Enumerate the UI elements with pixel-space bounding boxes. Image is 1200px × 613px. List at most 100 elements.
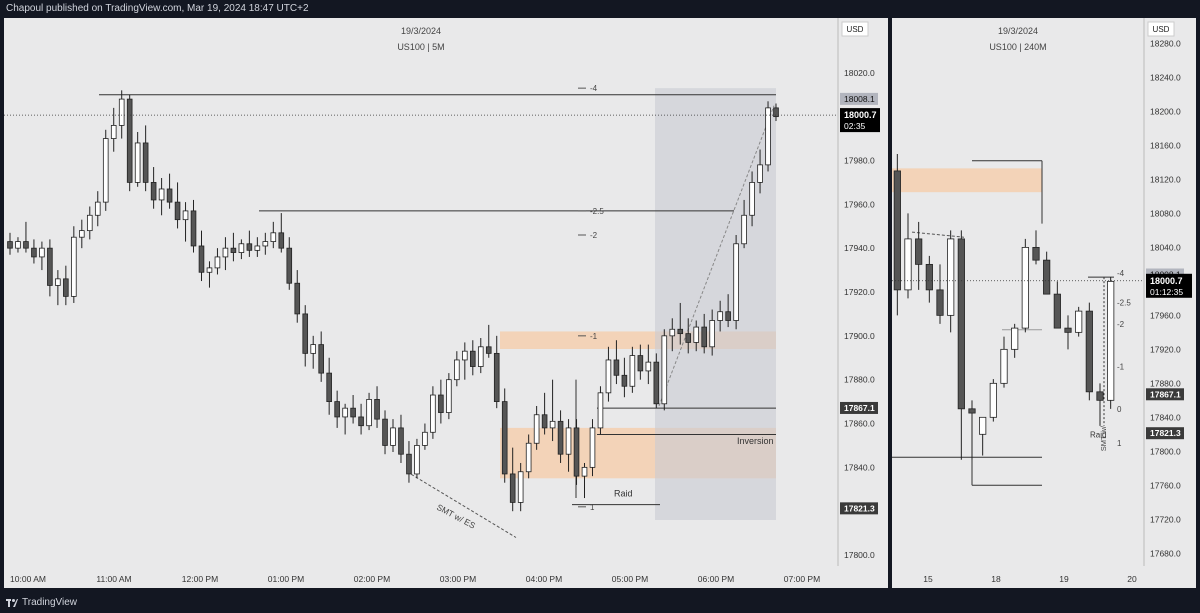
- candle: [1096, 391, 1104, 401]
- x-tick-label: 12:00 PM: [182, 574, 218, 584]
- candle: [374, 399, 380, 420]
- x-tick-label: 01:00 PM: [268, 574, 304, 584]
- candle: [904, 238, 912, 291]
- last-price-badge: [840, 108, 880, 133]
- last-price-label: 18000.7: [844, 110, 877, 120]
- candle: [925, 263, 933, 291]
- y-tick-label: 17940.0: [844, 243, 875, 253]
- level-low-badge: [840, 502, 878, 515]
- candle: [390, 427, 396, 446]
- chart-symbol: US100 | 5M: [397, 42, 444, 52]
- y-tick-label: 18040.0: [1150, 242, 1181, 252]
- high-price-label: 18008.1: [844, 94, 875, 104]
- candle: [968, 408, 976, 414]
- candle: [270, 232, 277, 242]
- candle: [509, 473, 516, 503]
- candle: [741, 214, 747, 245]
- candle: [55, 278, 61, 286]
- y-tick-label: 18200.0: [1150, 106, 1181, 116]
- candle: [581, 466, 588, 477]
- fib-label: -2: [590, 231, 598, 240]
- candle: [1085, 310, 1093, 393]
- candle: [15, 241, 21, 249]
- candle: [246, 243, 253, 251]
- smt-label: SMT w/: [1099, 425, 1108, 451]
- inversion-label: Inversion: [737, 436, 774, 446]
- price-zone: [892, 168, 1042, 193]
- candle: [142, 142, 149, 183]
- candle: [773, 107, 779, 118]
- candle: [485, 346, 492, 354]
- candle: [669, 328, 676, 337]
- candle: [166, 188, 173, 203]
- candle: [517, 471, 524, 503]
- candle: [936, 289, 944, 316]
- candle: [47, 247, 53, 286]
- candle: [302, 313, 309, 354]
- candle: [79, 230, 85, 238]
- candle: [214, 256, 221, 269]
- x-tick-label: 06:00 PM: [698, 574, 734, 584]
- candle: [31, 247, 37, 258]
- y-tick-label: 17900.0: [844, 331, 875, 341]
- y-tick-label: 17880.0: [1150, 378, 1181, 388]
- last-price-label: 18000.7: [1150, 276, 1183, 286]
- y-tick-label: 17840.0: [1150, 412, 1181, 422]
- candle: [589, 427, 596, 468]
- candle: [947, 238, 955, 316]
- candle: [637, 355, 644, 372]
- candle: [893, 170, 901, 291]
- candle: [693, 326, 700, 343]
- fib-label: -4: [590, 84, 598, 93]
- high-price-badge: [840, 92, 878, 105]
- candle: [629, 355, 636, 387]
- x-tick-label: 15: [923, 574, 933, 584]
- y-tick-label: 17960.0: [1150, 310, 1181, 320]
- candle: [541, 414, 548, 429]
- y-tick-label: 17840.0: [844, 462, 875, 472]
- candle: [286, 247, 293, 284]
- candle: [469, 350, 476, 367]
- candle: [63, 278, 69, 297]
- last-price-badge: [1146, 273, 1192, 298]
- candle: [262, 241, 269, 247]
- candle: [174, 201, 181, 221]
- y-tick-label: 18080.0: [1150, 208, 1181, 218]
- raid-label: Raid: [1090, 430, 1106, 439]
- fib-label: -1: [590, 332, 598, 341]
- candle: [342, 407, 348, 418]
- y-tick-label: 17760.0: [1150, 480, 1181, 490]
- level-low-badge: [1146, 427, 1184, 440]
- candle: [915, 238, 923, 265]
- y-tick-label: 18280.0: [1150, 38, 1181, 48]
- candle: [454, 359, 460, 381]
- footer-bar: TradingView: [0, 593, 1200, 613]
- fib-label: -1: [1117, 362, 1125, 371]
- candle: [294, 282, 301, 315]
- candle: [597, 392, 604, 429]
- x-tick-label: 05:00 PM: [612, 574, 648, 584]
- candle: [23, 241, 29, 249]
- y-tick-label: 18160.0: [1150, 140, 1181, 150]
- x-tick-label: 03:00 PM: [440, 574, 476, 584]
- candle: [366, 399, 372, 427]
- candle: [230, 247, 237, 253]
- candle: [979, 416, 987, 435]
- y-tick-label: 17800.0: [1150, 446, 1181, 456]
- smt-line: [406, 471, 517, 538]
- candle: [1075, 310, 1083, 333]
- candle: [358, 416, 364, 427]
- candle: [134, 142, 141, 183]
- chart-240m-panel[interactable]: 19/3/2024 US100 | 240M USD 18280.0 18240.0 18…: [892, 18, 1196, 588]
- candle: [414, 445, 420, 475]
- candle: [310, 344, 317, 354]
- target-box: [655, 88, 776, 520]
- candle: [350, 407, 356, 418]
- fib-label: 1: [590, 503, 595, 512]
- raid-label: Raid: [614, 489, 633, 499]
- y-tick-label: 17680.0: [1150, 548, 1181, 558]
- candle: [118, 98, 125, 126]
- candle: [525, 442, 532, 473]
- candle: [685, 333, 692, 343]
